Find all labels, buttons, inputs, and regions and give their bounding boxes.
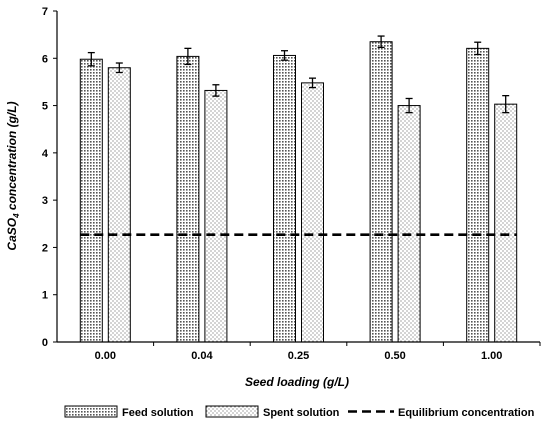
y-tick-label: 0	[42, 337, 48, 349]
x-axis-title: Seed loading (g/L)	[245, 375, 349, 389]
y-axis-title: CaSO4 concentration (g/L)	[5, 101, 21, 250]
x-tick-label: 1.00	[481, 350, 502, 362]
bar-feed	[273, 54, 296, 343]
y-tick-label: 5	[42, 101, 48, 113]
bar-spent	[107, 67, 131, 343]
x-tick-label: 0.25	[288, 350, 309, 362]
y-tick-label: 6	[42, 53, 48, 65]
bar-feed	[369, 41, 393, 343]
x-tick-label: 0.04	[191, 350, 213, 362]
bar-feed	[176, 55, 200, 343]
legend-label-feed: Feed solution	[122, 407, 194, 419]
legend-swatch-spent	[205, 405, 259, 418]
axes: 0.00 0.04 0.25 0.50 1.00 0 1 2 3 4 5 6 7	[42, 6, 541, 362]
bar-spent	[301, 82, 324, 343]
y-axis-title-suffix: concentration (g/L)	[5, 101, 19, 213]
legend: Feed solution Spent solution Equilibrium…	[64, 405, 535, 419]
legend-label-equilibrium: Equilibrium concentration	[398, 407, 535, 419]
legend-label-spent: Spent solution	[263, 407, 340, 419]
y-tick-label: 3	[42, 195, 48, 207]
y-axis-title-subscript: 4	[12, 213, 21, 219]
y-tick-label: 4	[42, 148, 49, 160]
y-tick-label: 2	[42, 242, 48, 254]
x-tick-label: 0.50	[384, 350, 405, 362]
bar-feed	[79, 58, 103, 343]
bar-feed	[466, 47, 490, 343]
y-tick-label: 1	[42, 290, 48, 302]
bar-spent	[397, 105, 421, 343]
y-axis-title-prefix: CaSO	[5, 217, 19, 250]
y-tick-label: 7	[42, 6, 48, 18]
x-tick-label: 0.00	[95, 350, 116, 362]
plot-area	[79, 35, 518, 343]
bar-spent	[494, 103, 518, 343]
bar-spent	[204, 89, 228, 343]
legend-swatch-feed	[64, 405, 118, 418]
